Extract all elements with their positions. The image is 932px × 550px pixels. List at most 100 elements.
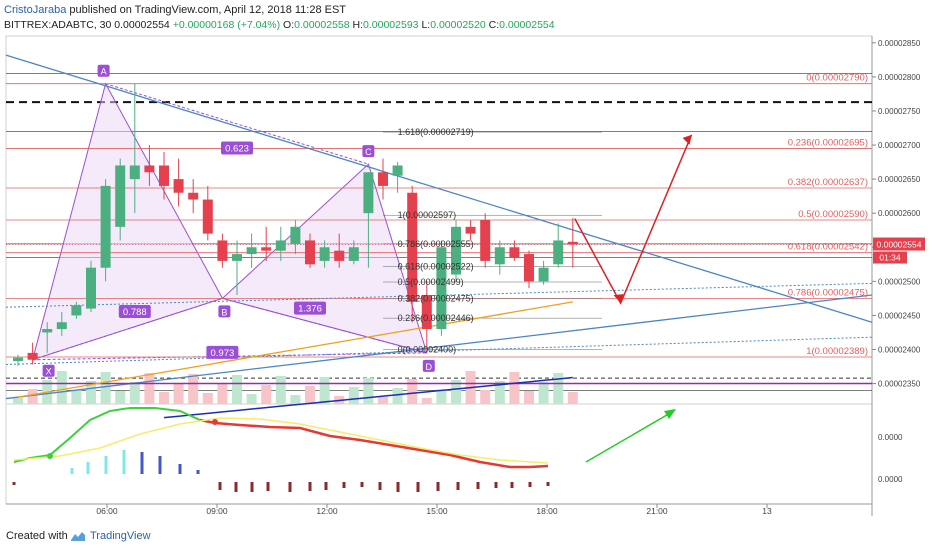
price-tick-label: 0.00002400 [878,345,921,354]
candle-body [509,247,520,258]
current-price-tag [873,237,925,251]
candle-body [305,240,315,265]
histogram-bar [510,482,514,488]
volume-bar [100,372,111,404]
candle-body [407,192,418,302]
last-price: 0.00002554 [114,19,170,31]
fib-level-label: 0.786(0.00002475) [788,287,868,298]
fib-level-label: 0.618(0.00002542) [788,242,868,253]
arrowhead-up [682,134,692,145]
histogram-bar [86,462,90,474]
pattern-ratio-badge [118,305,151,318]
volume-bar [524,391,534,404]
fib-extension-label: 0.382(0.00002475) [398,293,474,303]
fib-extension-label: 1(0.00002597) [398,210,457,220]
pattern-point-label: A [101,67,107,77]
price-tick-label: 0.00002600 [878,209,921,218]
candle-body [436,247,447,330]
candle-body [202,199,213,234]
histogram-bar [396,482,400,492]
candle-body [56,322,67,330]
candle-body [392,165,403,176]
volume-bar [159,392,169,404]
time-tick-label: 15:00 [426,506,448,516]
green-projection-arrow [585,411,673,463]
fib-level-label: 0(0.00002790) [806,73,868,84]
pattern-ratio-badge [294,301,326,315]
histogram-bar [250,482,254,492]
close-value: 0.00002554 [499,19,555,31]
volume-bar [202,393,213,404]
fib-extension-label: 0.236(0.00002446) [398,313,474,323]
pattern-ac-line [105,83,369,165]
change-value: +0.00000168 (+7.04%) [172,19,281,31]
histogram-bar [218,482,222,490]
ohlc-line: BITTREX:ADABTC, 30 0.00002554 +0.0000016… [4,19,555,31]
histogram-bar [234,482,238,492]
volume-bar [232,375,242,404]
oscillator-red-line [199,418,549,469]
candle-body [27,352,38,360]
candle-body [348,247,359,261]
histogram-bar [288,482,292,492]
moving-average-orange [17,301,573,398]
countdown-tag [873,251,907,264]
candle-body [188,192,199,200]
candle-body [538,267,549,282]
tradingview-brand-link[interactable]: TradingView [90,530,151,542]
histogram-bar [324,482,328,490]
histogram-bar [140,452,144,474]
histogram-bar [12,482,16,485]
volume-bar [13,398,23,404]
candle-body [42,329,53,333]
histogram-bar [104,456,108,474]
volume-bar [348,387,359,404]
moving-average-blue [163,376,573,419]
candle-body [129,165,140,180]
pattern-point-label: D [426,362,433,372]
candle-body [144,165,155,173]
volume-bar [494,381,505,404]
publish-line: CristoJaraba published on TradingView.co… [4,4,346,16]
author-link[interactable]: CristoJaraba [4,4,67,16]
volume-bar [392,388,403,404]
pattern-xb-line [32,297,223,361]
candle-body [275,240,286,251]
candle-body [86,267,96,309]
fib-extension-label: 1.618(0.00002719) [398,127,474,137]
candle-body [553,240,564,265]
green-arrowhead [664,409,676,419]
candle-body [334,250,345,261]
candle-body [100,185,111,268]
pattern-ratio-badge [206,345,239,359]
candle-body [421,294,432,330]
price-tick-label: 0.00002750 [878,107,921,116]
fib-level-label: 0.382(0.00002637) [788,177,868,188]
fib-level-label: 0.236(0.00002695) [788,137,868,148]
pattern-ratio-label: 0.788 [123,307,147,318]
volume-bar [436,389,447,404]
histogram-bar [178,464,182,474]
fib-extension-label: 0.5(0.00002499) [398,277,464,287]
candle-body [451,226,461,275]
created-with-text: Created with [6,530,68,542]
pattern-point-label: B [221,307,227,317]
candle-body [494,247,505,265]
volume-bar [421,398,432,404]
volume-bar [553,373,564,404]
candle-body [217,240,228,261]
current-price-text: 0.00002554 [877,240,922,250]
volume-bar [246,394,257,404]
volume-bar [86,381,96,404]
candle-body [290,226,301,244]
chart-header: CristoJaraba published on TradingView.co… [0,0,932,34]
volume-bar [144,373,155,404]
candle-body [465,226,476,234]
symbol-label: BITTREX:ADABTC, 30 [4,19,112,31]
candle-body [480,220,491,261]
volume-bar [567,392,578,404]
price-tick-label: 0.00002800 [878,73,921,82]
price-tick-label: 0.00002350 [878,380,921,389]
fib-extension-label: 0.786(0.00002555) [398,239,474,249]
